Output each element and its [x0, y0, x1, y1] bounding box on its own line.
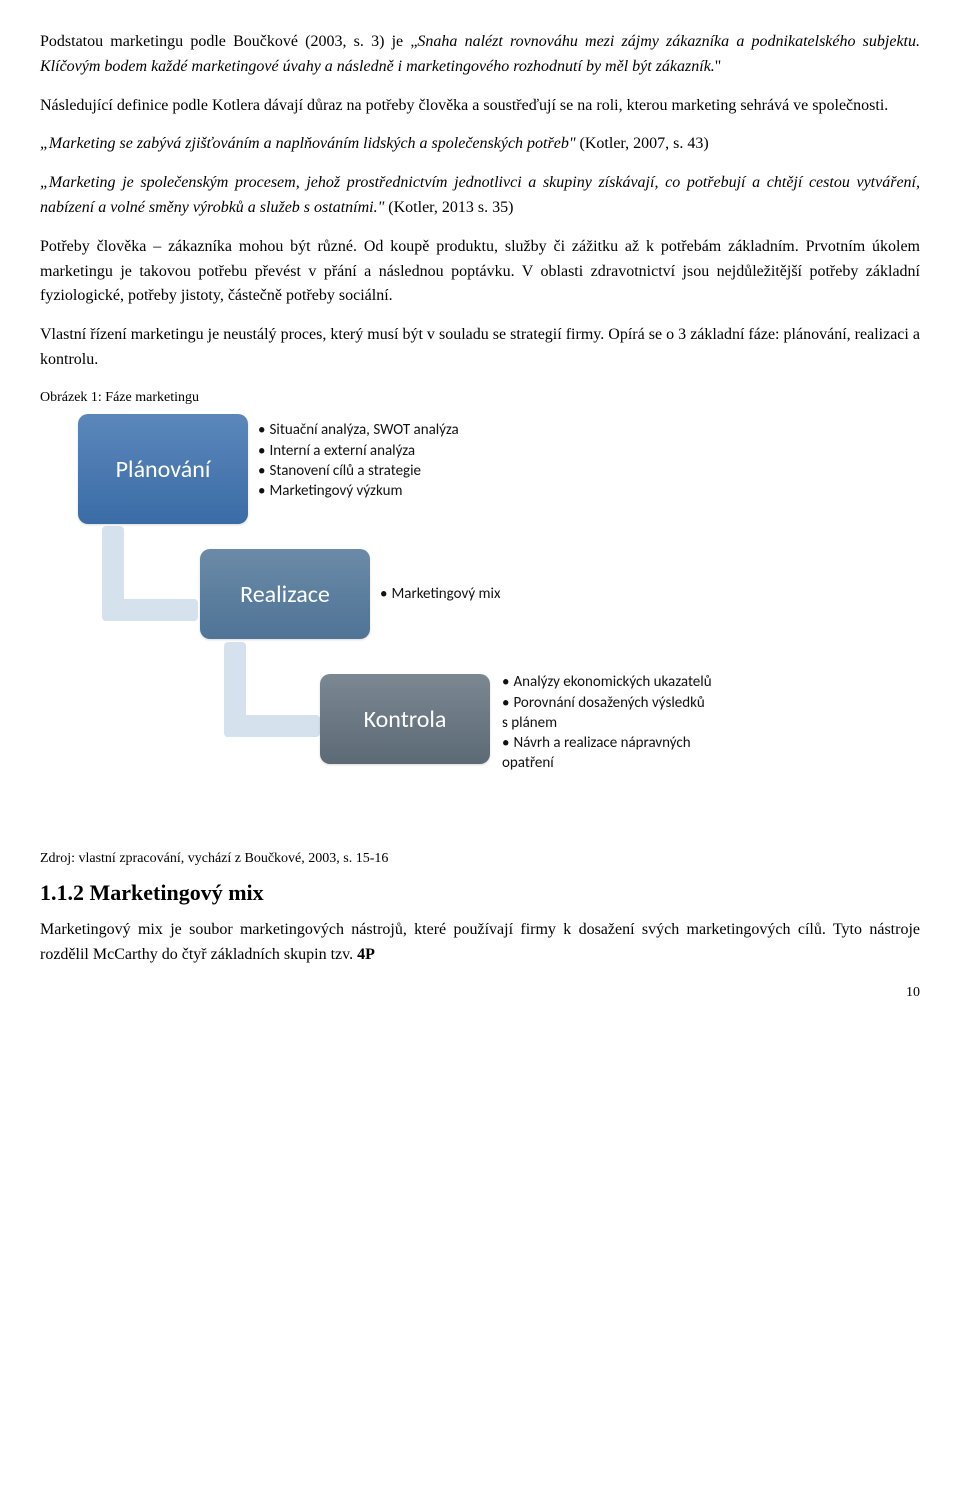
bullet-item: Situační analýza, SWOT analýza	[258, 420, 528, 440]
p3-quote: „Marketing se zabývá zjišťováním a naplň…	[40, 135, 576, 152]
marketing-phases-diagram: Plánování Situační analýza, SWOT analýza…	[40, 414, 680, 834]
bullet-item: Stanovení cílů a strategie	[258, 461, 528, 481]
page-number: 10	[40, 982, 920, 1004]
paragraph-6: Vlastní řízení marketingu je neustálý pr…	[40, 323, 920, 373]
paragraph-3: „Marketing se zabývá zjišťováním a naplň…	[40, 132, 920, 157]
p7-text: Marketingový mix je soubor marketingovýc…	[40, 921, 920, 963]
phase-label: Realizace	[240, 576, 330, 613]
figure-source: Zdroj: vlastní zpracování, vychází z Bou…	[40, 848, 920, 870]
p3-tail: (Kotler, 2007, s. 43)	[580, 135, 709, 152]
bullet-item: Interní a externí analýza	[258, 441, 528, 461]
paragraph-7: Marketingový mix je soubor marketingovýc…	[40, 918, 920, 968]
p1-close: "	[715, 58, 722, 75]
connector	[224, 715, 320, 737]
phase-bullets-planovani: Situační analýza, SWOT analýza Interní a…	[258, 420, 528, 501]
phase-box-realizace: Realizace	[200, 549, 370, 639]
phase-label: Kontrola	[364, 701, 447, 738]
paragraph-1: Podstatou marketingu podle Boučkové (200…	[40, 30, 920, 80]
bullet-item: Marketingový výzkum	[258, 481, 528, 501]
p1-lead: Podstatou marketingu podle Boučkové (200…	[40, 33, 417, 50]
bullet-item: Porovnání dosažených výsledků s plánem	[502, 693, 712, 734]
bullet-item: Marketingový mix	[380, 584, 640, 604]
paragraph-4: „Marketing je společenským procesem, jeh…	[40, 171, 920, 221]
phase-box-kontrola: Kontrola	[320, 674, 490, 764]
bullet-item: Analýzy ekonomických ukazatelů	[502, 672, 712, 692]
phase-bullets-realizace: Marketingový mix	[380, 584, 640, 604]
phase-bullets-kontrola: Analýzy ekonomických ukazatelů Porovnání…	[502, 672, 712, 773]
phase-box-planovani: Plánování	[78, 414, 248, 524]
connector	[102, 599, 198, 621]
figure-caption: Obrázek 1: Fáze marketingu	[40, 387, 920, 409]
bullet-item: Návrh a realizace nápravných opatření	[502, 733, 712, 774]
phase-label: Plánování	[116, 451, 211, 488]
p7-bold: 4P	[357, 946, 375, 963]
paragraph-5: Potřeby člověka – zákazníka mohou být rů…	[40, 235, 920, 309]
p4-tail: (Kotler, 2013 s. 35)	[388, 199, 513, 216]
paragraph-2: Následující definice podle Kotlera dávaj…	[40, 94, 920, 119]
section-heading: 1.1.2 Marketingový mix	[40, 876, 920, 910]
